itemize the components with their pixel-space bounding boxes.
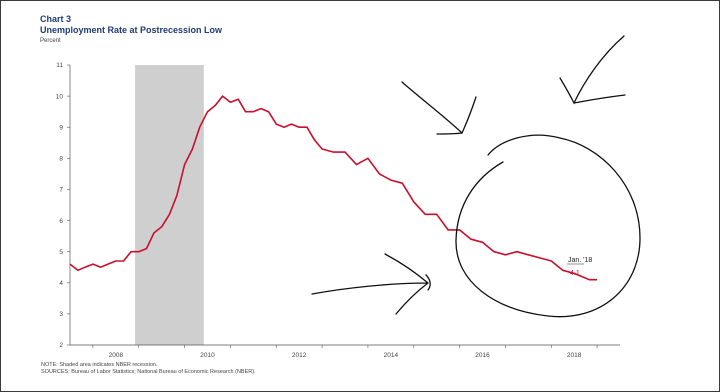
chart-number-label: Chart 3 [40,14,71,24]
handwritten-arrow-top-middle [401,81,477,135]
chart-sources: SOURCES: Bureau of Labor Statistics; Nat… [41,369,256,375]
handwritten-annotations [311,35,641,318]
x-tick-label: 2008 [109,352,124,359]
x-tick-label: 2018 [567,352,582,359]
y-tick-label: 4 [59,280,63,287]
y-tick-label: 5 [59,249,63,256]
x-tick-label: 2012 [292,352,307,359]
latest-date-label: Jan. '18 [568,257,592,264]
recession-shading [135,65,204,345]
y-tick-label: 8 [59,156,63,163]
y-tick-label: 3 [59,311,63,318]
handwritten-circle [455,134,641,318]
plot-area: 2 3 4 5 6 7 8 9 10 11 2008 2010 2012 2014 2016 2018 [56,62,620,359]
y-axis-unit-label: Percent [40,38,61,44]
y-tick-label: 6 [59,218,63,225]
y-tick-label: 10 [56,93,64,100]
handwritten-checkmark [559,35,626,105]
latest-value-label: 4.1 [570,270,580,277]
y-tick-label: 2 [59,342,63,349]
y-tick-label: 9 [59,124,63,131]
chart-title: Unemployment Rate at Postrecession Low [40,25,223,35]
x-tick-label: 2010 [200,352,215,359]
y-tick-label: 11 [56,62,63,69]
chart-note: NOTE: Shaded area indicates NBER recessi… [41,362,158,368]
x-tick-label: 2016 [475,352,490,359]
series-line-0 [69,95,598,281]
x-tick-label: 2014 [384,352,399,359]
y-tick-label: 7 [59,187,63,194]
handwritten-arrow-bottom [311,253,431,315]
